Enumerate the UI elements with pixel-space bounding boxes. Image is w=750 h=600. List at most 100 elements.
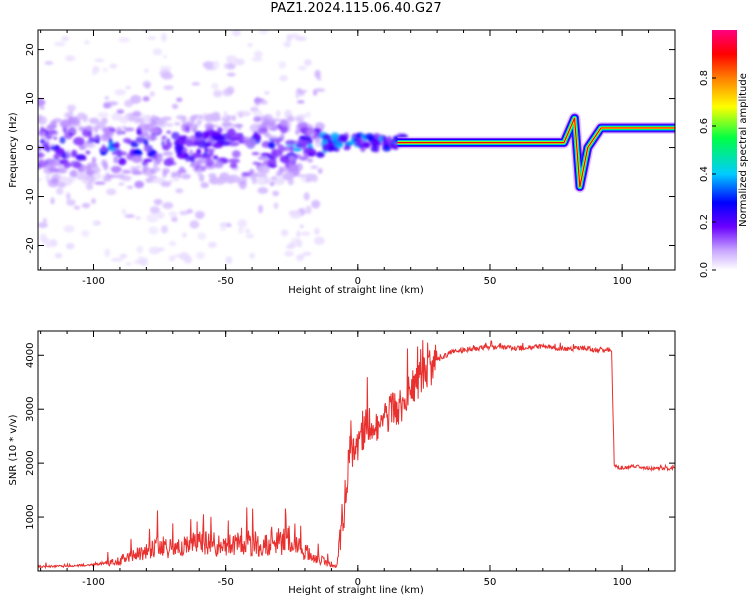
heatmap-cell <box>295 124 301 131</box>
heatmap-cell <box>135 136 147 144</box>
heatmap-cell <box>299 156 309 161</box>
heatmap-cell <box>275 110 281 118</box>
heatmap-cell <box>121 169 132 174</box>
snr-plot-area <box>38 331 675 571</box>
heatmap-cell <box>90 198 97 205</box>
snr-x-tick-label: 50 <box>484 577 497 588</box>
heatmap-cell <box>38 145 42 152</box>
heatmap-cell <box>82 114 89 123</box>
snr-panel: -100 -50 0 50 100 1000 2000 3000 4000 Height of… <box>8 330 676 596</box>
heatmap-cell <box>38 177 43 182</box>
heatmap-cell <box>260 152 271 157</box>
heatmap-cell <box>176 97 183 103</box>
heatmap-cell <box>57 181 67 188</box>
heatmap-cell <box>273 202 279 209</box>
heatmap-cell <box>103 101 111 109</box>
heatmap-cell <box>142 80 152 88</box>
heatmap-cell <box>118 115 130 124</box>
heatmap-cell <box>52 118 63 123</box>
heatmap-cell <box>102 127 110 133</box>
heatmap-cell <box>291 147 302 152</box>
heatmap-cell <box>185 121 193 128</box>
heatmap-cell <box>142 96 150 102</box>
heatmap-cell <box>231 30 241 37</box>
heatmap-cell <box>149 91 155 97</box>
heatmap-cell <box>78 126 85 132</box>
heatmap-cell <box>358 144 364 149</box>
heatmap-cell <box>284 139 297 145</box>
heatmap-cell <box>109 143 117 148</box>
heatmap-cell <box>38 98 46 107</box>
heatmap-cell <box>115 126 122 136</box>
heatmap-cell <box>278 60 287 69</box>
heatmap-cell <box>73 205 81 210</box>
heatmap-cell <box>291 237 300 243</box>
heatmap-cell <box>88 117 100 124</box>
heatmap-cell <box>231 150 241 158</box>
heatmap-cell <box>269 181 275 186</box>
heatmap-cell <box>149 206 161 214</box>
heatmap-cell <box>221 122 233 128</box>
heatmap-cell <box>235 111 247 116</box>
heatmap-cell <box>92 220 102 226</box>
heatmap-cell <box>200 182 209 189</box>
heatmap-cell <box>267 159 277 166</box>
heatmap-cell <box>59 120 72 128</box>
heatmap-cell <box>149 127 161 134</box>
heatmap-cell <box>267 141 276 149</box>
heatmap-cell <box>133 151 140 156</box>
heatmap-cell <box>81 202 91 209</box>
heatmap-cell <box>270 118 282 122</box>
heatmap-cell <box>162 202 174 210</box>
heatmap-cell <box>100 133 110 142</box>
heatmap-cell <box>300 231 311 236</box>
heatmap-cell <box>50 197 55 205</box>
heatmap-cell <box>288 175 293 181</box>
heatmap-cell <box>257 127 269 135</box>
heatmap-cell <box>66 128 77 133</box>
heatmap-cell <box>131 155 143 163</box>
colorbar-gradient <box>712 30 737 270</box>
heatmap-y-tick-label: -10 <box>25 188 36 204</box>
heatmap-cell <box>268 123 279 131</box>
heatmap-cell <box>241 172 252 177</box>
heatmap-cell <box>197 232 207 240</box>
heatmap-cell <box>247 43 253 47</box>
heatmap-x-axis: -100 -50 0 50 100 <box>40 30 676 287</box>
heatmap-cell <box>116 173 125 180</box>
snr-y-axis: 1000 2000 3000 4000 <box>25 343 675 530</box>
heatmap-y-tick-label: 0 <box>25 144 36 150</box>
heatmap-cell <box>205 158 214 167</box>
heatmap-cell <box>58 176 68 181</box>
heatmap-cell <box>283 41 292 48</box>
heatmap-cell <box>111 166 121 174</box>
heatmap-cell <box>271 149 283 157</box>
snr-y-label: SNR (10 * v/v) <box>8 414 19 485</box>
heatmap-cell <box>311 135 317 140</box>
snr-x-label: Height of straight line (km) <box>288 585 424 596</box>
heatmap-cell <box>106 174 118 179</box>
heatmap-cell <box>132 110 142 117</box>
heatmap-cell <box>38 115 47 125</box>
heatmap-cell <box>105 188 117 196</box>
heatmap-cell <box>299 224 304 228</box>
heatmap-cell <box>196 121 202 125</box>
heatmap-cell <box>65 149 71 158</box>
heatmap-cell <box>171 171 178 178</box>
heatmap-cell <box>81 230 90 238</box>
snr-y-tick-label: 3000 <box>25 396 36 421</box>
heatmap-cell <box>310 165 319 170</box>
colorbar-label: Normalized spectral amplitude <box>738 73 749 227</box>
snr-y-tick-label: 1000 <box>25 504 36 529</box>
heatmap-x-label: Height of straight line (km) <box>288 285 424 296</box>
heatmap-cell <box>311 174 318 183</box>
heatmap-cell <box>353 137 358 143</box>
heatmap-cell <box>314 69 321 79</box>
heatmap-cell <box>226 86 235 95</box>
heatmap-cell <box>158 119 168 128</box>
heatmap-cell <box>84 143 96 149</box>
heatmap-cell <box>252 131 261 141</box>
heatmap-x-tick-label: 100 <box>613 276 632 287</box>
heatmap-cell <box>45 131 53 140</box>
